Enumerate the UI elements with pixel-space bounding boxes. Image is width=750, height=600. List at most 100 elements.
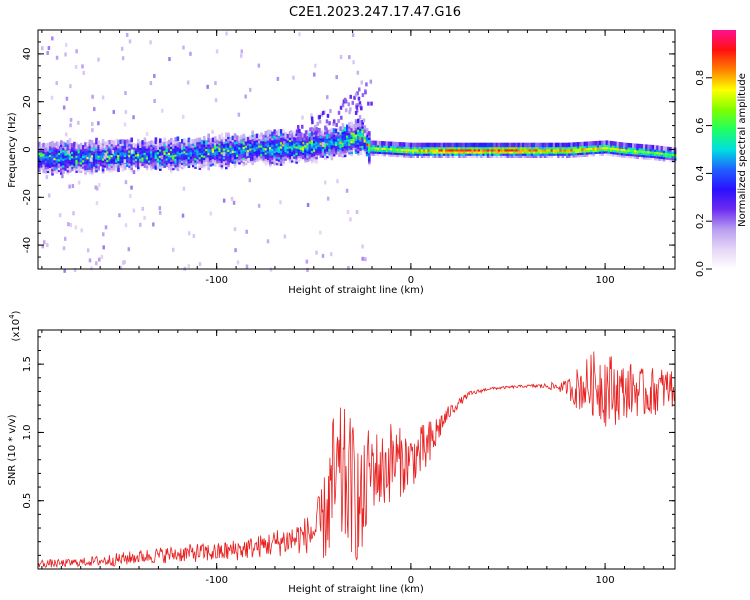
heatmap-cell bbox=[330, 127, 334, 133]
heatmap-cell bbox=[137, 138, 140, 144]
heatmap-cell bbox=[583, 141, 587, 147]
heatmap-cell bbox=[478, 142, 481, 148]
heatmap-cell bbox=[44, 169, 48, 174]
heatmap-cell bbox=[568, 142, 571, 148]
heatmap-cell bbox=[372, 140, 375, 146]
heatmap-noise bbox=[97, 57, 100, 62]
heatmap-cell bbox=[117, 167, 120, 173]
heatmap-cell bbox=[504, 142, 507, 148]
heatmap-cell bbox=[429, 142, 433, 148]
heatmap-noise bbox=[344, 108, 348, 113]
heatmap-noise bbox=[364, 90, 367, 95]
heatmap-noise bbox=[338, 152, 341, 157]
heatmap-noise bbox=[305, 136, 308, 141]
heatmap-cell bbox=[42, 168, 45, 174]
heatmap-noise bbox=[104, 152, 108, 157]
heatmap-cell bbox=[585, 141, 589, 147]
heatmap-noise bbox=[48, 193, 51, 198]
heatmap-noise bbox=[297, 132, 300, 137]
heatmap-cell bbox=[106, 140, 109, 145]
heatmap-cell bbox=[84, 142, 87, 147]
heatmap-cell bbox=[277, 161, 281, 166]
heatmap-cell bbox=[55, 169, 59, 174]
heatmap-noise bbox=[282, 141, 286, 146]
heatmap-noise bbox=[326, 113, 330, 118]
heatmap-cell bbox=[612, 141, 615, 146]
heatmap-cell bbox=[491, 142, 494, 148]
heatmap-cell bbox=[634, 143, 637, 149]
snr-x-axis-label: Height of straight line (km) bbox=[288, 584, 424, 595]
heatmap-noise bbox=[67, 222, 70, 227]
heatmap-cell bbox=[645, 144, 648, 149]
heatmap-cell bbox=[390, 141, 393, 147]
heatmap-cell bbox=[610, 140, 613, 146]
heatmap-noise bbox=[232, 200, 236, 205]
heatmap-noise bbox=[55, 55, 59, 60]
heatmap-noise bbox=[62, 105, 66, 110]
snr-frame bbox=[37, 329, 676, 570]
heatmap-cell bbox=[667, 146, 670, 152]
heatmap-cell bbox=[647, 144, 650, 150]
heatmap-cell bbox=[574, 142, 578, 147]
heatmap-cell bbox=[262, 134, 265, 140]
heatmap-cell bbox=[273, 129, 276, 134]
y-tick-label: -20 bbox=[22, 189, 33, 205]
heatmap-noise bbox=[365, 82, 368, 87]
heatmap-cell bbox=[192, 139, 195, 144]
heatmap-noise bbox=[149, 40, 152, 45]
heatmap-noise bbox=[320, 131, 323, 136]
colorbar-tick-label: 0.2 bbox=[695, 213, 706, 229]
heatmap-cell bbox=[588, 141, 591, 146]
heatmap-cell bbox=[357, 118, 360, 124]
heatmap-noise bbox=[77, 180, 81, 185]
heatmap-cell bbox=[627, 142, 631, 148]
heatmap-cell bbox=[601, 140, 604, 146]
heatmap-noise bbox=[65, 96, 69, 101]
heatmap-cell bbox=[167, 139, 171, 145]
heatmap-noise bbox=[322, 142, 325, 147]
heatmap-noise bbox=[75, 49, 78, 54]
heatmap-cell bbox=[515, 142, 518, 148]
heatmap-cell bbox=[442, 142, 446, 148]
heatmap-noise bbox=[102, 232, 105, 237]
heatmap-cell bbox=[238, 136, 241, 141]
heatmap-noise bbox=[244, 94, 247, 99]
spectrogram-x-axis: -100 0 100 bbox=[41, 30, 664, 286]
heatmap-cell bbox=[258, 134, 261, 140]
colorbar-tick-label: 0.4 bbox=[695, 165, 706, 181]
heatmap-noise bbox=[103, 155, 106, 160]
heatmap-noise bbox=[318, 127, 321, 132]
heatmap-noise bbox=[348, 110, 351, 115]
heatmap-noise bbox=[346, 210, 350, 215]
heatmap-noise bbox=[222, 198, 226, 203]
heatmap-cell bbox=[383, 141, 386, 146]
y-tick-label: 0 bbox=[22, 146, 33, 152]
heatmap-noise bbox=[237, 112, 241, 117]
heatmap-noise bbox=[90, 266, 93, 271]
heatmap-cell bbox=[68, 142, 72, 147]
heatmap-cell bbox=[396, 141, 400, 147]
heatmap-noise bbox=[369, 79, 373, 84]
heatmap-noise bbox=[181, 213, 185, 218]
heatmap-cell bbox=[172, 139, 175, 145]
heatmap-cell bbox=[38, 141, 41, 147]
heatmap-noise bbox=[356, 91, 359, 96]
heatmap-cell bbox=[440, 142, 444, 148]
heatmap-cell bbox=[394, 141, 397, 147]
heatmap-cell bbox=[211, 137, 215, 143]
heatmap-noise bbox=[248, 178, 252, 183]
heatmap-noise bbox=[80, 228, 84, 233]
heatmap-cell bbox=[275, 130, 279, 136]
heatmap-cell bbox=[495, 142, 499, 148]
heatmap-noise bbox=[320, 112, 324, 117]
heatmap-cell bbox=[517, 142, 521, 148]
heatmap-cell bbox=[418, 142, 422, 148]
heatmap-noise bbox=[68, 137, 72, 142]
heatmap-noise bbox=[182, 186, 186, 191]
heatmap-noise bbox=[358, 101, 362, 106]
heatmap-cell bbox=[214, 162, 217, 167]
heatmap-noise bbox=[74, 225, 78, 230]
heatmap-noise bbox=[303, 136, 306, 141]
heatmap-noise bbox=[124, 109, 128, 114]
heatmap-noise bbox=[349, 107, 352, 112]
